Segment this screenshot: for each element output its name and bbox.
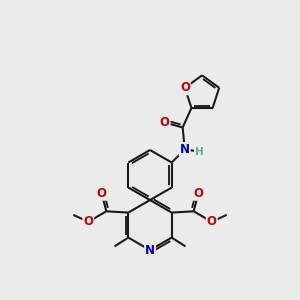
Text: O: O xyxy=(180,81,190,94)
Text: N: N xyxy=(180,143,190,156)
Text: O: O xyxy=(160,116,170,129)
Text: N: N xyxy=(145,244,155,256)
Text: O: O xyxy=(193,187,203,200)
Text: O: O xyxy=(207,215,217,228)
Text: O: O xyxy=(83,215,93,228)
Text: H: H xyxy=(195,146,204,157)
Text: O: O xyxy=(97,187,107,200)
